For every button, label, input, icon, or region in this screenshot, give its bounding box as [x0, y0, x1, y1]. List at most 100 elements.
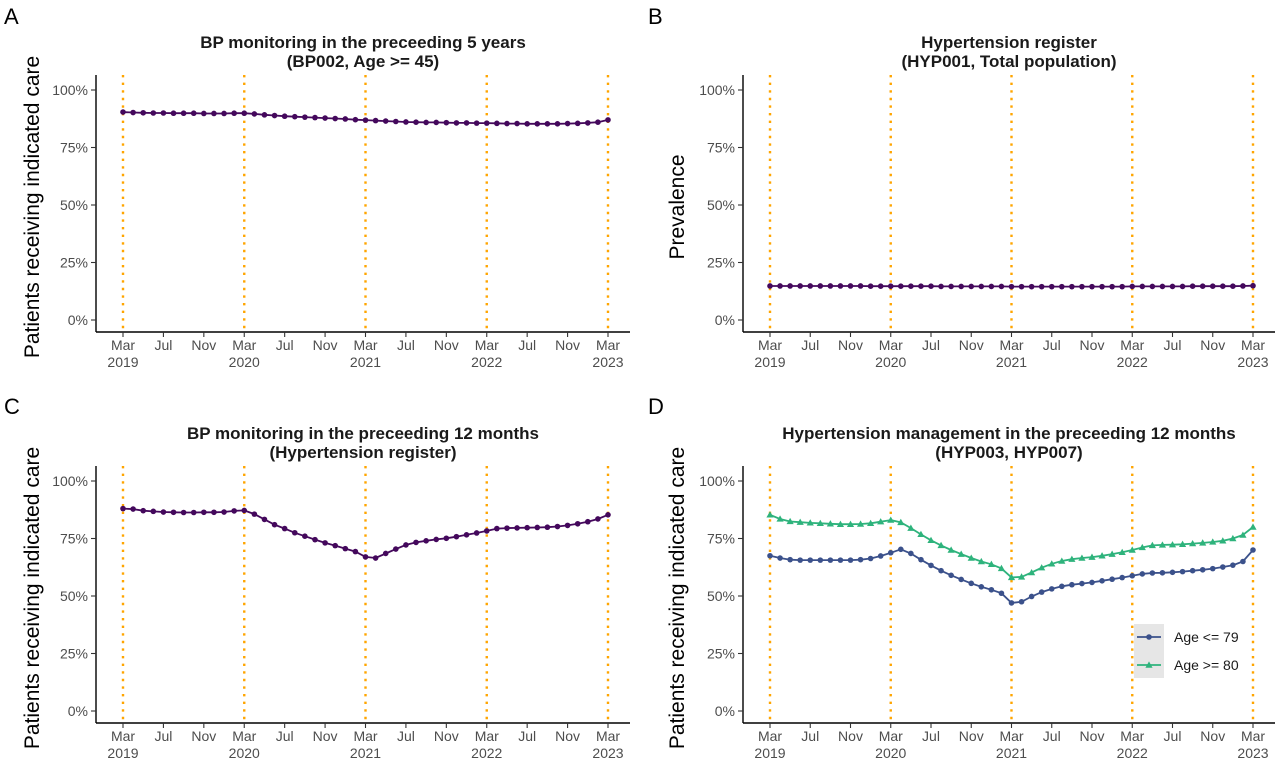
data-point — [1169, 283, 1176, 290]
legend-key-marker — [1146, 634, 1152, 640]
data-point — [271, 112, 278, 119]
data-point — [1007, 573, 1016, 581]
data-point — [1159, 569, 1166, 576]
data-point — [1028, 283, 1035, 290]
data-point — [918, 283, 924, 289]
data-point — [443, 119, 450, 126]
data-point — [777, 555, 783, 561]
data-point — [403, 119, 409, 125]
data-point — [1098, 552, 1106, 559]
x-tick-label: Mar — [475, 337, 499, 353]
data-point — [837, 557, 844, 563]
data-point — [463, 120, 470, 126]
x-tick-label: Jul — [518, 728, 536, 744]
data-point — [281, 525, 288, 532]
data-point — [948, 572, 954, 579]
data-point — [1018, 598, 1025, 605]
data-point — [251, 511, 258, 517]
x-tick-label: Jul — [276, 337, 294, 353]
x-tick-year-label: 2021 — [996, 745, 1027, 761]
x-tick-label: Jul — [922, 728, 940, 744]
y-tick-label: 25% — [707, 255, 735, 271]
x-tick-year-label: 2019 — [107, 354, 138, 370]
data-point — [1048, 586, 1055, 592]
data-point — [857, 556, 864, 563]
x-tick-label: Nov — [959, 728, 984, 744]
data-point — [1108, 550, 1116, 557]
y-tick-label: 0% — [68, 703, 88, 719]
data-point — [1179, 283, 1186, 290]
x-tick-year-label: 2022 — [471, 745, 502, 761]
y-axis-label: Patients receiving indicated care — [666, 447, 689, 749]
y-tick-label: 75% — [60, 531, 88, 547]
data-point — [767, 552, 773, 559]
chart-title: BP monitoring in the preceeding 12 month… — [187, 424, 539, 443]
legend-key-background — [1134, 624, 1164, 678]
data-point — [201, 509, 207, 516]
data-point — [837, 283, 844, 289]
data-point — [1089, 283, 1095, 290]
data-point — [332, 115, 338, 122]
x-tick-year-label: 2023 — [1237, 745, 1268, 761]
data-point — [544, 121, 551, 127]
data-point — [928, 562, 934, 569]
data-point — [312, 114, 318, 121]
x-tick-label: Nov — [313, 728, 338, 744]
data-point — [867, 283, 874, 289]
data-point — [1219, 537, 1227, 544]
x-tick-label: Nov — [1080, 728, 1105, 744]
data-point — [241, 507, 248, 514]
data-point — [978, 584, 985, 590]
x-tick-label: Mar — [1241, 728, 1265, 744]
x-tick-label: Mar — [111, 728, 135, 744]
chart-title: Hypertension register — [921, 33, 1097, 52]
data-point — [867, 519, 875, 527]
data-point — [413, 119, 419, 125]
data-point — [1099, 578, 1105, 584]
data-point — [494, 525, 500, 532]
data-point — [1168, 541, 1177, 548]
data-point — [1178, 540, 1187, 547]
data-point — [483, 528, 490, 534]
y-tick-label: 25% — [60, 255, 88, 271]
x-tick-label: Nov — [1200, 728, 1225, 744]
x-tick-year-label: 2023 — [592, 745, 623, 761]
data-point — [473, 120, 480, 126]
data-point — [957, 550, 965, 557]
data-point — [826, 520, 834, 527]
x-tick-year-label: 2022 — [1117, 745, 1148, 761]
data-point — [777, 283, 783, 289]
data-point — [605, 512, 611, 518]
data-point — [1119, 283, 1125, 290]
data-point — [856, 520, 865, 527]
data-point — [877, 283, 884, 289]
data-point — [281, 113, 288, 120]
x-tick-year-label: 2021 — [350, 354, 381, 370]
data-point — [221, 509, 227, 515]
data-point — [1240, 283, 1246, 289]
data-point — [504, 120, 510, 127]
data-point — [897, 518, 905, 526]
x-tick-label: Mar — [999, 728, 1023, 744]
data-point — [1118, 548, 1126, 555]
data-point — [767, 283, 773, 289]
data-point — [988, 283, 995, 290]
y-tick-label: 100% — [52, 82, 88, 98]
data-point — [1209, 538, 1217, 545]
data-point — [130, 109, 136, 116]
x-tick-label: Nov — [191, 337, 216, 353]
x-tick-label: Jul — [397, 728, 415, 744]
data-point — [160, 110, 167, 116]
data-point — [1078, 554, 1086, 561]
x-tick-label: Mar — [596, 337, 620, 353]
y-axis-label: Patients receiving indicated care — [21, 56, 44, 358]
y-axis-label: Prevalence — [666, 154, 689, 259]
data-point — [806, 519, 814, 526]
data-point — [997, 564, 1006, 572]
x-tick-label: Nov — [959, 337, 984, 353]
data-point — [766, 511, 774, 518]
data-point — [967, 554, 975, 561]
data-point — [1230, 283, 1236, 289]
data-point — [797, 283, 803, 289]
